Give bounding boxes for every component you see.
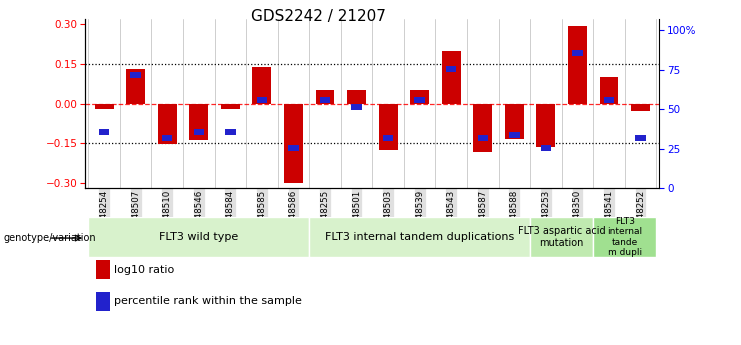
Bar	[162, 136, 173, 141]
Text: percentile rank within the sample: percentile rank within the sample	[114, 296, 302, 306]
Bar	[284, 104, 303, 183]
Bar	[347, 90, 366, 104]
Bar	[351, 104, 362, 110]
Text: FLT3 aspartic acid
mutation: FLT3 aspartic acid mutation	[518, 226, 605, 248]
Bar	[309, 217, 530, 257]
Text: FLT3 wild type: FLT3 wild type	[159, 232, 239, 242]
Bar	[446, 66, 456, 71]
Bar	[572, 50, 582, 56]
Text: FLT3
internal
tande
m dupli: FLT3 internal tande m dupli	[607, 217, 642, 257]
Text: genotype/variation: genotype/variation	[4, 233, 96, 243]
Bar	[383, 136, 393, 141]
Bar	[225, 129, 236, 135]
Bar	[130, 72, 141, 78]
Text: FLT3 internal tandem duplications: FLT3 internal tandem duplications	[325, 232, 514, 242]
Bar	[193, 129, 204, 135]
Bar	[604, 97, 614, 103]
Bar	[88, 217, 309, 257]
Bar	[256, 97, 267, 103]
Bar	[99, 129, 110, 135]
Text: log10 ratio: log10 ratio	[114, 265, 174, 275]
Bar	[473, 104, 492, 152]
Bar	[288, 145, 299, 151]
Bar	[320, 97, 330, 103]
Bar	[599, 77, 619, 104]
Bar	[594, 217, 657, 257]
Bar	[505, 104, 524, 139]
Bar	[568, 26, 587, 104]
Bar	[442, 51, 461, 104]
Bar	[509, 132, 519, 138]
Bar	[126, 69, 145, 104]
Bar	[536, 104, 555, 147]
Bar	[190, 104, 208, 140]
Bar	[158, 104, 176, 145]
Bar	[379, 104, 398, 150]
Text: GDS2242 / 21207: GDS2242 / 21207	[251, 9, 386, 23]
Bar	[316, 90, 334, 104]
Bar	[253, 67, 271, 104]
Bar	[541, 145, 551, 151]
Bar	[95, 104, 113, 109]
Bar	[411, 90, 429, 104]
Bar	[414, 97, 425, 103]
Bar	[635, 136, 645, 141]
Bar	[530, 217, 594, 257]
Bar	[221, 104, 240, 109]
Bar	[478, 136, 488, 141]
Bar	[631, 104, 650, 111]
